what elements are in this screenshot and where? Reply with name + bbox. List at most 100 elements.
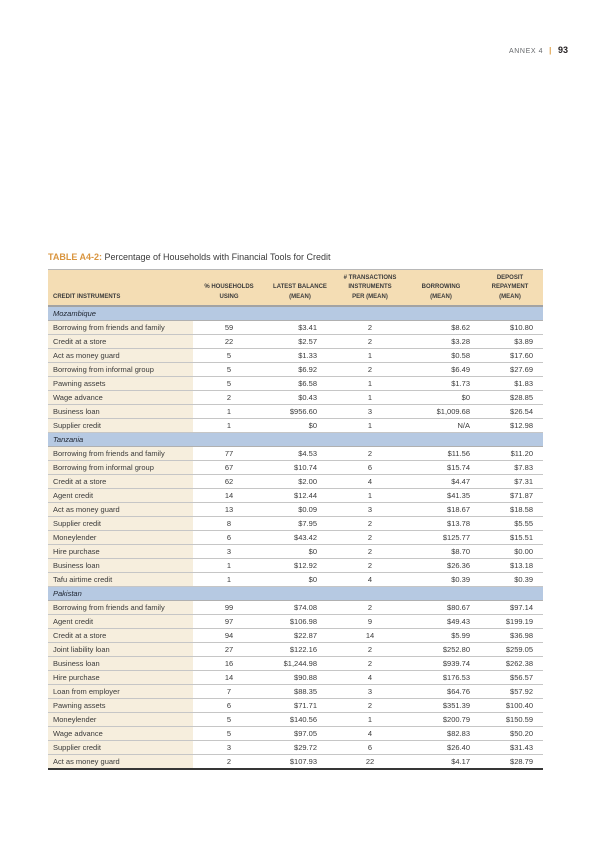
table-row: Borrowing from friends and family 59 $3.41… <box>48 320 543 335</box>
cell-transactions: 3 <box>335 404 405 419</box>
cell-deposit-repayment: $28.85 <box>477 390 543 405</box>
cell-deposit-repayment: $97.14 <box>477 600 543 615</box>
column-header: % HOUSEHOLDS USING <box>193 269 265 307</box>
table-row: Borrowing from friends and family 99 $74.0… <box>48 600 543 615</box>
column-header: BORROWING (MEAN) <box>405 269 477 307</box>
cell-transactions: 3 <box>335 502 405 517</box>
cell-instrument: Credit at a store <box>48 628 193 643</box>
cell-transactions: 2 <box>335 320 405 335</box>
cell-pct-households: 5 <box>193 376 265 391</box>
header-row: CREDIT INSTRUMENTS% HOUSEHOLDS USING LATE… <box>48 269 543 307</box>
cell-borrowing: $80.67 <box>405 600 477 615</box>
cell-borrowing: $82.83 <box>405 726 477 741</box>
table-body: Mozambique Borrowing from friends and fam… <box>48 305 543 770</box>
cell-transactions: 4 <box>335 670 405 685</box>
cell-deposit-repayment: $5.55 <box>477 516 543 531</box>
cell-deposit-repayment: $259.05 <box>477 642 543 657</box>
table-row: Supplier credit 8 $7.95 2 $13.78 $5.55 <box>48 516 543 531</box>
cell-borrowing: $26.40 <box>405 740 477 755</box>
cell-instrument: Borrowing from friends and family <box>48 320 193 335</box>
cell-transactions: 1 <box>335 390 405 405</box>
cell-deposit-repayment: $199.19 <box>477 614 543 629</box>
cell-borrowing: $125.77 <box>405 530 477 545</box>
cell-transactions: 2 <box>335 656 405 671</box>
page-number: 93 <box>557 45 568 55</box>
table-row: Business loan 16 $1,244.98 2 $939.74 $262.38 <box>48 656 543 671</box>
cell-transactions: 22 <box>335 754 405 770</box>
cell-pct-households: 6 <box>193 698 265 713</box>
cell-instrument: Wage advance <box>48 390 193 405</box>
cell-borrowing: $49.43 <box>405 614 477 629</box>
cell-latest-balance: $2.00 <box>265 474 335 489</box>
cell-transactions: 2 <box>335 446 405 461</box>
cell-latest-balance: $6.58 <box>265 376 335 391</box>
cell-pct-households: 6 <box>193 530 265 545</box>
cell-latest-balance: $97.05 <box>265 726 335 741</box>
table-row: Borrowing from informal group 67 $10.74 6 $1… <box>48 460 543 475</box>
cell-borrowing: $64.76 <box>405 684 477 699</box>
cell-deposit-repayment: $3.89 <box>477 334 543 349</box>
cell-latest-balance: $0 <box>265 572 335 587</box>
cell-pct-households: 8 <box>193 516 265 531</box>
table-row: Loan from employer 7 $88.35 3 $64.76 $57.92 <box>48 684 543 699</box>
cell-instrument: Business loan <box>48 404 193 419</box>
cell-instrument: Credit at a store <box>48 474 193 489</box>
cell-latest-balance: $0 <box>265 544 335 559</box>
cell-borrowing: $939.74 <box>405 656 477 671</box>
cell-deposit-repayment: $31.43 <box>477 740 543 755</box>
cell-transactions: 2 <box>335 642 405 657</box>
cell-transactions: 2 <box>335 544 405 559</box>
cell-borrowing: $18.67 <box>405 502 477 517</box>
table-row: Tafu airtime credit 1 $0 4 $0.39 $0.39 <box>48 572 543 587</box>
cell-latest-balance: $71.71 <box>265 698 335 713</box>
cell-borrowing: $4.47 <box>405 474 477 489</box>
cell-instrument: Hire purchase <box>48 544 193 559</box>
cell-instrument: Supplier credit <box>48 516 193 531</box>
cell-transactions: 4 <box>335 474 405 489</box>
cell-latest-balance: $22.87 <box>265 628 335 643</box>
cell-pct-households: 5 <box>193 712 265 727</box>
table-row: Credit at a store 22 $2.57 2 $3.28 $3.89 <box>48 334 543 349</box>
cell-borrowing: $0.39 <box>405 572 477 587</box>
table-row: Act as money guard 13 $0.09 3 $18.67 $18.58 <box>48 502 543 517</box>
cell-pct-households: 97 <box>193 614 265 629</box>
cell-instrument: Agent credit <box>48 488 193 503</box>
cell-pct-households: 77 <box>193 446 265 461</box>
cell-instrument: Tafu airtime credit <box>48 572 193 587</box>
cell-borrowing: $351.39 <box>405 698 477 713</box>
cell-pct-households: 5 <box>193 726 265 741</box>
cell-latest-balance: $74.08 <box>265 600 335 615</box>
cell-instrument: Pawning assets <box>48 376 193 391</box>
cell-borrowing: $176.53 <box>405 670 477 685</box>
cell-borrowing: $0 <box>405 390 477 405</box>
column-header: CREDIT INSTRUMENTS <box>48 269 193 307</box>
table-title-text: Percentage of Households with Financial … <box>104 252 331 262</box>
cell-pct-households: 2 <box>193 390 265 405</box>
cell-latest-balance: $106.98 <box>265 614 335 629</box>
cell-latest-balance: $0.43 <box>265 390 335 405</box>
cell-pct-households: 14 <box>193 488 265 503</box>
cell-latest-balance: $1.33 <box>265 348 335 363</box>
cell-instrument: Loan from employer <box>48 684 193 699</box>
table-row: Agent credit 97 $106.98 9 $49.43 $199.19 <box>48 614 543 629</box>
cell-pct-households: 99 <box>193 600 265 615</box>
table-row: Act as money guard 2 $107.93 22 $4.17 $28.79 <box>48 754 543 770</box>
cell-latest-balance: $29.72 <box>265 740 335 755</box>
cell-transactions: 2 <box>335 362 405 377</box>
cell-transactions: 9 <box>335 614 405 629</box>
table-title: TABLE A4-2: Percentage of Households wit… <box>48 252 543 262</box>
column-header: LATEST BALANCE (MEAN) <box>265 269 335 307</box>
cell-transactions: 6 <box>335 460 405 475</box>
table-row: Joint liability loan 27 $122.16 2 $252.80 $25… <box>48 642 543 657</box>
table-row: Act as money guard 5 $1.33 1 $0.58 $17.60 <box>48 348 543 363</box>
section-row: Pakistan <box>48 585 543 601</box>
cell-transactions: 1 <box>335 418 405 433</box>
cell-instrument: Hire purchase <box>48 670 193 685</box>
cell-borrowing: $4.17 <box>405 754 477 770</box>
table-row: Moneylender 5 $140.56 1 $200.79 $150.59 <box>48 712 543 727</box>
cell-deposit-repayment: $0.39 <box>477 572 543 587</box>
cell-instrument: Moneylender <box>48 712 193 727</box>
table-row: Business loan 1 $12.92 2 $26.36 $13.18 <box>48 558 543 573</box>
cell-deposit-repayment: $7.83 <box>477 460 543 475</box>
